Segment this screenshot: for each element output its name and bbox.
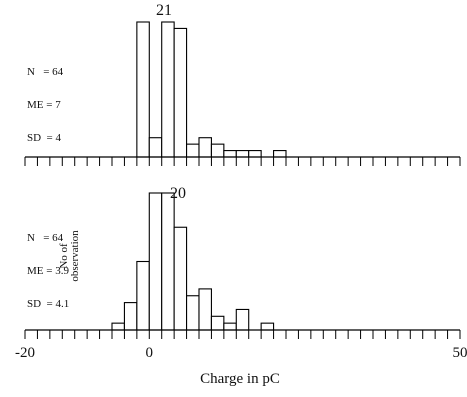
histogram-bar <box>210 143 225 158</box>
histogram-bar <box>260 322 275 331</box>
bottom-panel-stats: N = 64 ME = 3.9 SD = 4.1 <box>27 211 69 321</box>
top-stat-sd: SD = 4 <box>27 132 62 144</box>
bottom-peak-label: 20 <box>170 185 186 202</box>
histogram-bar <box>136 21 150 158</box>
histogram-bar <box>186 143 200 158</box>
histogram-bar <box>111 322 125 331</box>
histogram-bar <box>248 150 262 158</box>
x-tick-label: 50 <box>452 345 467 361</box>
x-tick-label: -20 <box>15 345 35 361</box>
bottom-stat-sd: SD = 4.1 <box>27 298 70 310</box>
histogram-bar <box>161 192 175 331</box>
x-tick-label: 0 <box>145 345 154 361</box>
histogram-bar <box>173 27 188 158</box>
bottom-stat-n: N = 64 <box>27 232 64 244</box>
histogram-bar <box>235 308 250 331</box>
histogram-bar <box>136 260 150 331</box>
histogram-bar <box>123 302 138 331</box>
top-peak-label: 21 <box>156 2 172 19</box>
top-stat-n: N = 64 <box>27 66 64 78</box>
histogram-bar <box>148 137 163 158</box>
bottom-histogram-panel <box>24 192 461 339</box>
histogram-bar <box>186 295 200 331</box>
histogram-bar <box>161 21 175 158</box>
bottom-stat-me: ME = 3.9 <box>27 265 69 277</box>
histogram-bar <box>223 150 237 158</box>
histogram-bar <box>198 137 212 158</box>
top-histogram-panel <box>24 21 461 166</box>
histogram-bar <box>198 288 212 331</box>
x-axis-label: Charge in pC <box>200 371 280 387</box>
top-panel-stats: N = 64 ME = 7 SD = 4 <box>27 45 63 155</box>
histogram-bar <box>273 150 287 158</box>
histogram-bar <box>223 322 237 331</box>
histogram-bar <box>210 315 225 331</box>
histogram-bar <box>148 192 163 331</box>
y-axis-label: No of observation <box>58 230 81 282</box>
top-stat-me: ME = 7 <box>27 99 61 111</box>
histogram-bar <box>235 150 250 158</box>
histogram-bar <box>173 226 188 331</box>
